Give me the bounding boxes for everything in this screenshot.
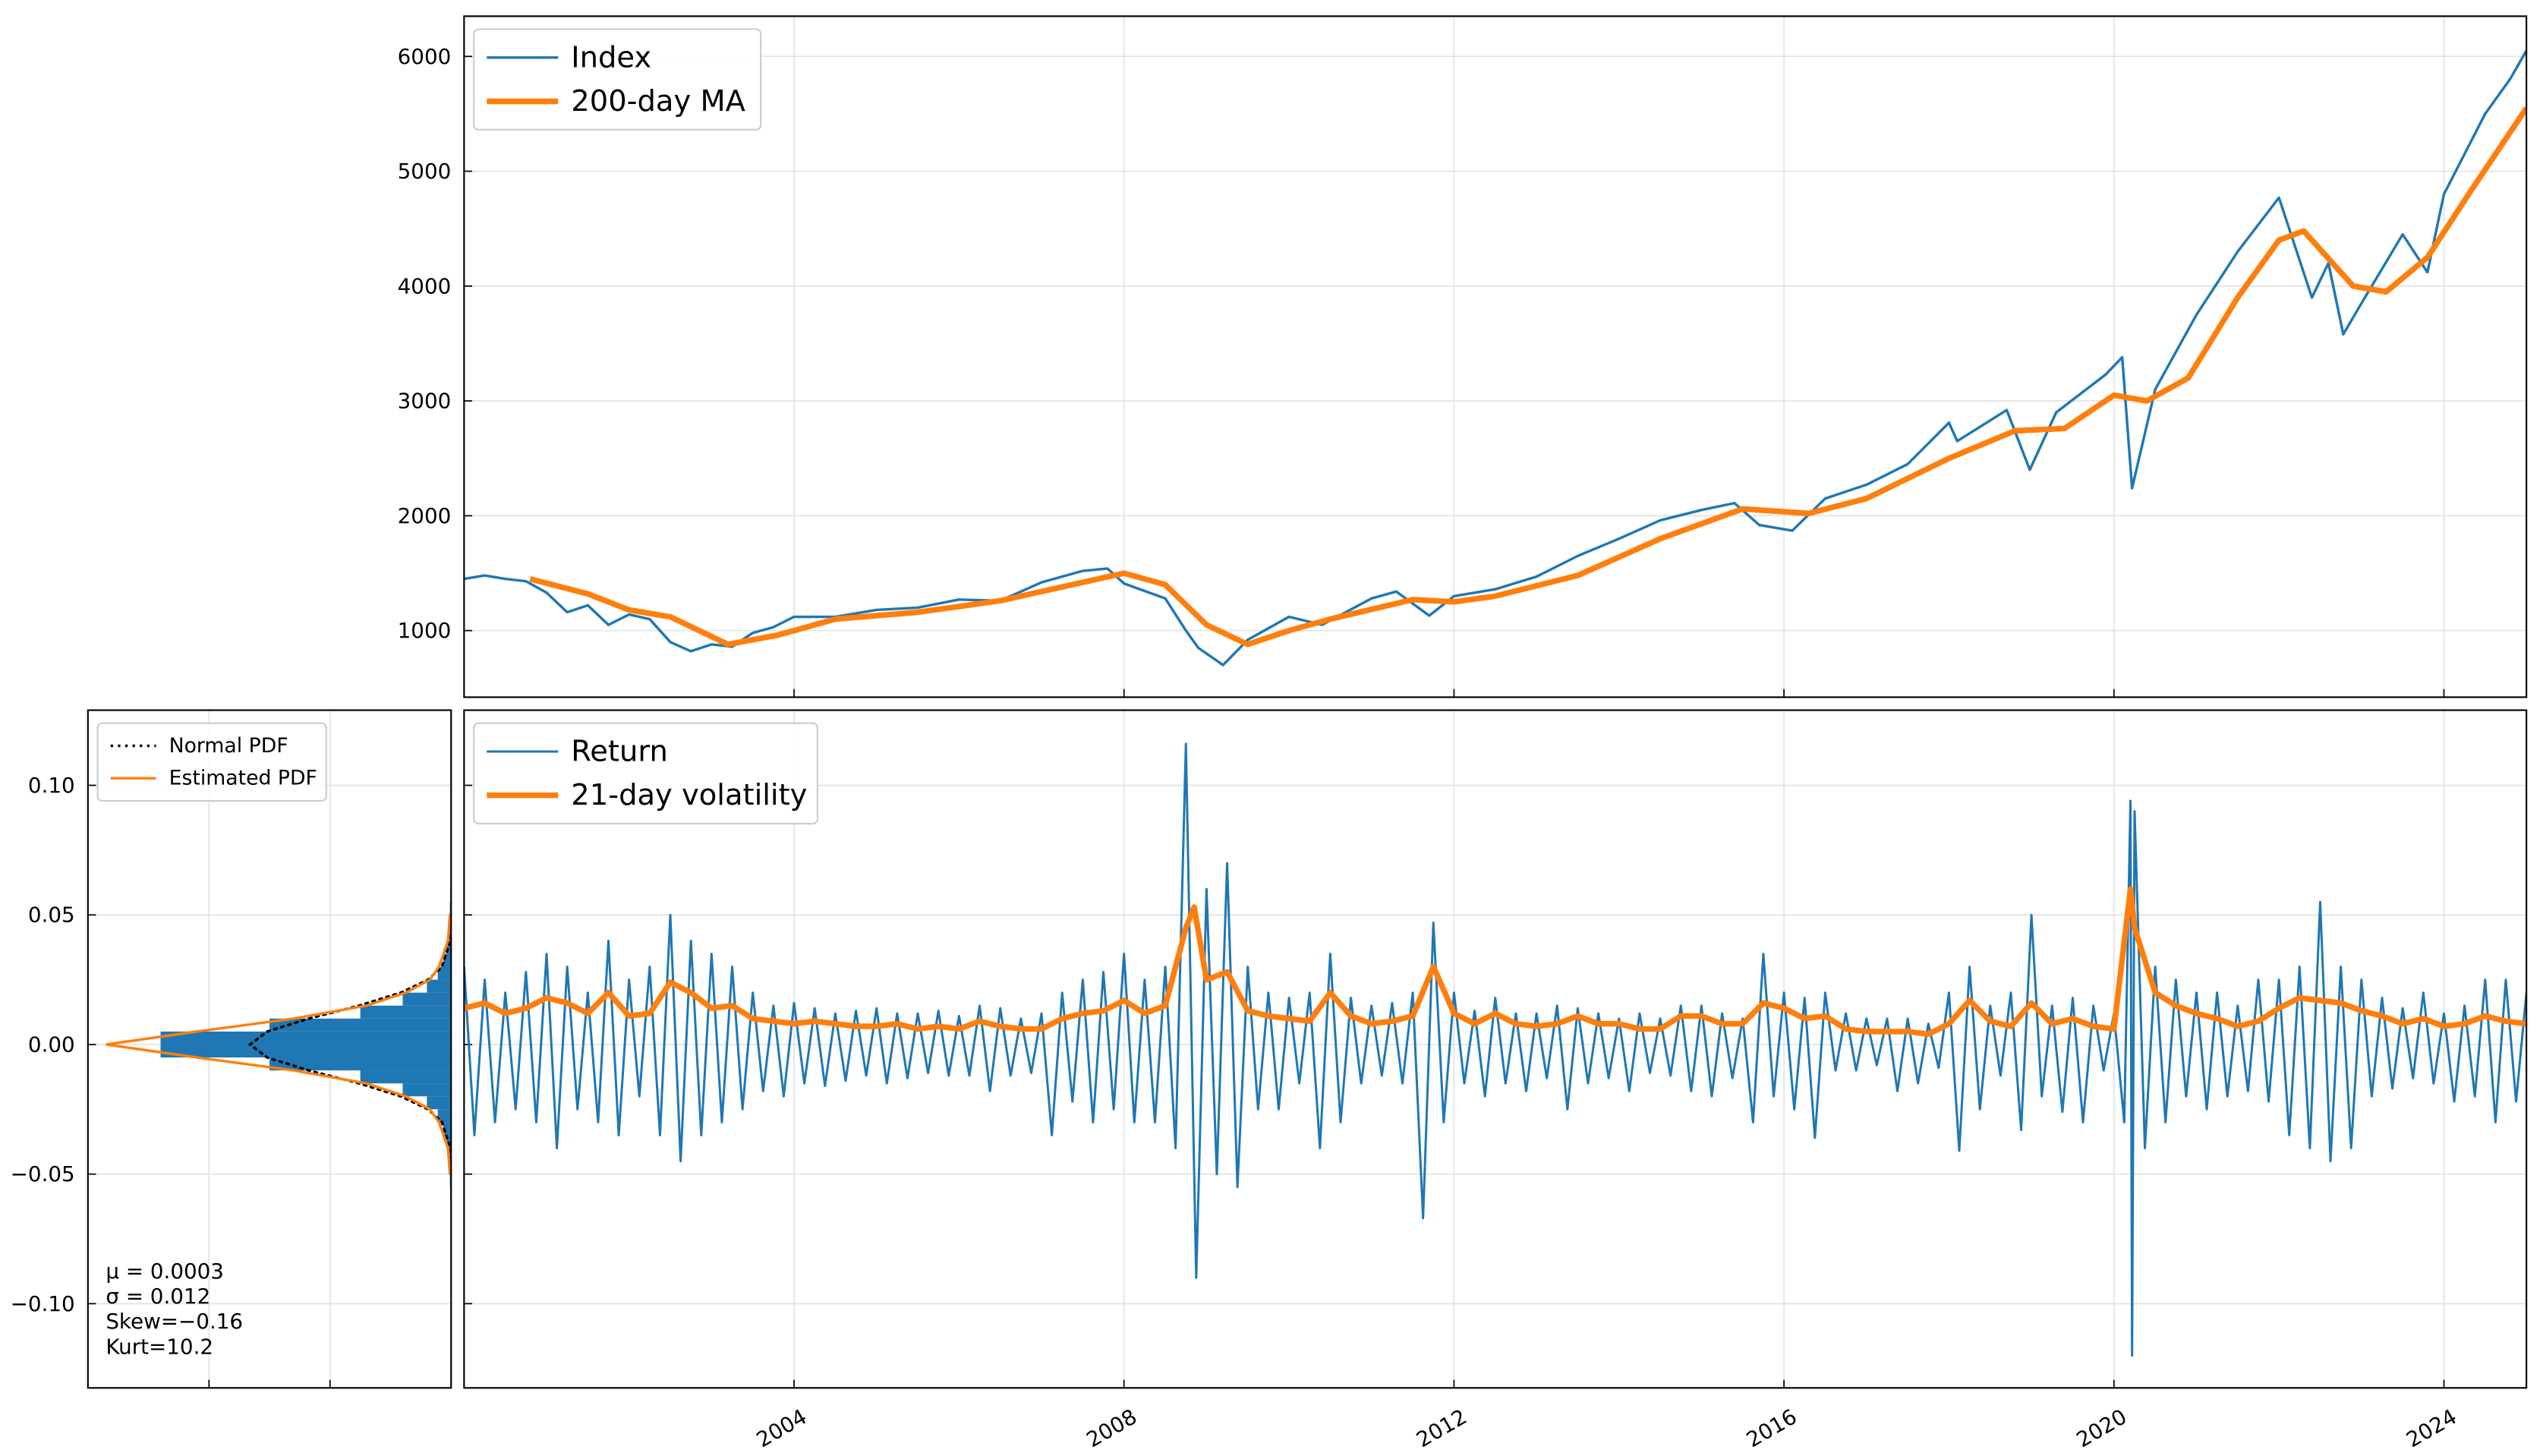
series-line: [464, 742, 2527, 1357]
series-line: [464, 49, 2527, 667]
histogram-bar: [160, 1031, 452, 1045]
series-line: [464, 886, 2527, 1038]
axes-frame: [87, 709, 452, 1389]
axes-frame: [463, 709, 2528, 1389]
histogram-bar: [402, 1083, 452, 1097]
y-tick-label: 5000: [398, 159, 452, 184]
histogram-bar: [446, 941, 452, 954]
plot-area: [464, 49, 2527, 667]
pdf-curve: [106, 915, 452, 1174]
histogram-bar: [160, 1044, 452, 1057]
histogram-bar: [437, 966, 452, 980]
stats-annotation: Skew=−0.16: [106, 1309, 243, 1334]
histogram-bar: [443, 1122, 452, 1136]
histogram-bar: [402, 992, 452, 1006]
histogram-bar: [427, 979, 452, 993]
y-tick-label: 3000: [398, 389, 452, 414]
legend-label: 21-day volatility: [571, 778, 807, 812]
histogram-bar: [427, 1096, 452, 1110]
legend-box: [96, 722, 327, 802]
legend: Normal PDF Estimated PDF: [96, 722, 327, 802]
histogram-bar: [269, 1018, 452, 1032]
legend-box: [473, 722, 819, 825]
legend: Return 21-day volatility: [473, 722, 819, 825]
legend-label: Estimated PDF: [169, 767, 317, 790]
plot-area: [464, 742, 2527, 1357]
histogram-bar: [443, 953, 452, 967]
y-tick-label: −0.10: [11, 1291, 75, 1316]
legend: Index 200-day MA: [473, 28, 762, 131]
histogram-bar: [360, 1070, 452, 1084]
legend-label: Return: [571, 734, 668, 768]
stats-annotation: σ = 0.012: [106, 1284, 210, 1309]
histogram-bar: [360, 1005, 452, 1019]
stats-annotation: μ = 0.0003: [106, 1259, 224, 1284]
y-tick-label: 6000: [398, 44, 452, 69]
stats-annotation: Kurt=10.2: [106, 1334, 213, 1359]
y-tick-label: −0.05: [11, 1161, 75, 1187]
histogram-bar: [269, 1057, 452, 1071]
legend-label: Index: [571, 40, 651, 74]
series-line: [529, 106, 2527, 648]
histogram-bar: [437, 1109, 452, 1123]
legend-label: 200-day MA: [571, 84, 745, 118]
y-tick-label: 1000: [398, 618, 452, 643]
y-tick-label: 2000: [398, 503, 452, 528]
y-tick-label: 4000: [398, 273, 452, 298]
legend-label: Normal PDF: [169, 734, 288, 758]
y-tick-label: 0.10: [28, 773, 75, 798]
axes-frame: [463, 15, 2528, 698]
plot-area: [106, 889, 452, 1200]
y-tick-label: 0.05: [28, 903, 75, 928]
legend-box: [473, 28, 762, 131]
y-tick-label: 0.00: [28, 1032, 75, 1057]
